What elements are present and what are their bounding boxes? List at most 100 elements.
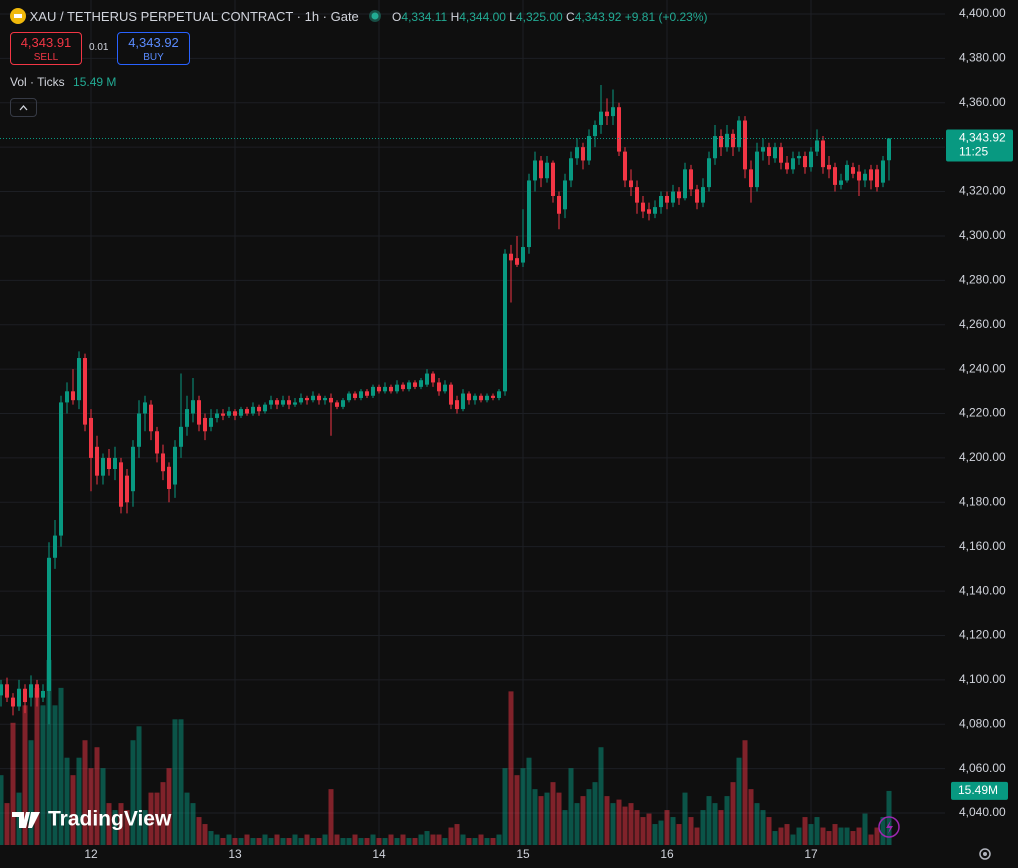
buy-button[interactable]: 4,343.92 BUY [117,32,190,65]
candle-body [401,384,405,390]
candle-body [791,158,795,170]
volume-bar [232,838,238,845]
volume-bar [484,838,490,845]
candle-body [761,147,765,152]
candle-body [173,446,177,485]
candle-body [413,382,417,387]
volume-bar [682,792,688,845]
lightning-button[interactable] [878,816,900,838]
candle-body [593,124,597,137]
candle-body [377,386,381,392]
volume-bar [130,740,136,845]
volume-bar [436,834,442,845]
candle-body [353,393,357,398]
volume-bar [256,838,262,845]
candle-body [263,404,267,412]
candle-body [101,457,105,476]
grid [0,0,945,845]
candle-body [575,147,579,159]
volume-bar [658,820,664,845]
candle-body [0,684,3,696]
volume-bar [628,803,634,845]
candle-body [569,158,573,181]
time-axis-bg [0,845,945,868]
volume-bar [262,834,268,845]
candle-body [179,426,183,447]
volume-bar [124,810,130,845]
volume-bar [748,789,754,845]
y-tick-label: 4,080.00 [959,716,1006,730]
volume-bar [790,834,796,845]
volume-bar [370,834,376,845]
volume-value: 15.49 M [73,75,117,89]
volume-bar [94,747,100,845]
candle-body [299,397,303,403]
spread: 0.01 [89,42,109,53]
candle-body [431,373,435,383]
candle-body [185,409,189,427]
candle-body [287,400,291,405]
y-tick-label: 4,040.00 [959,805,1006,819]
volume-bar [502,768,508,845]
volume-bar [142,810,148,845]
candle-body [695,189,699,203]
volume-bar [664,810,670,845]
sell-button[interactable]: 4,343.91 SELL [10,32,82,65]
ohlc-label: L [509,10,516,24]
volume-bar [394,838,400,845]
volume-bar [802,817,808,845]
candle-body [461,393,465,410]
collapse-button[interactable] [10,98,37,117]
volume-bar [28,740,34,845]
volume-bar [226,834,232,845]
volume-bar [244,834,250,845]
last-price-box [946,129,1013,162]
volume-bar [844,827,850,845]
candle-body [137,413,141,447]
candle-body [59,402,63,536]
volume-bar [694,827,700,845]
candle-body [143,402,147,414]
candle-body [227,411,231,416]
volume-bar [862,813,868,845]
volume-bar [34,687,40,845]
candle-body [323,397,327,401]
candle-body [641,202,645,212]
candle-body [677,191,681,199]
volume-bar [154,792,160,845]
candle-body [503,253,507,392]
volume-bar [538,796,544,845]
candle-body [665,195,669,203]
volume-bar [136,726,142,845]
candle-body [125,475,129,503]
volume-bar [334,834,340,845]
candle-body [689,169,693,190]
y-tick-label: 4,060.00 [959,761,1006,775]
volume-bar [532,789,538,845]
volume-bar [592,782,598,845]
x-tick-label: 12 [84,847,98,861]
candle-body [233,411,237,416]
candle-body [857,171,861,181]
candle-body [491,395,495,398]
tradingview-logo: TradingView [12,808,172,831]
candle-body [311,395,315,401]
y-tick-label: 4,360.00 [959,95,1006,109]
y-tick-label: 4,120.00 [959,628,1006,642]
candle-body [887,138,891,161]
candle-body [293,402,297,405]
candle-body [407,382,411,390]
volume-bar [400,834,406,845]
volume-bar [856,827,862,845]
settings-button[interactable] [979,848,991,860]
volume-bar [100,768,106,845]
last-price-label: 4,343.92 [959,131,1006,145]
volume-bar [220,838,226,845]
volume-bar [316,838,322,845]
volume-bar [304,834,310,845]
volume-bar [82,740,88,845]
candle-body [797,156,801,159]
candle-body [875,169,879,188]
